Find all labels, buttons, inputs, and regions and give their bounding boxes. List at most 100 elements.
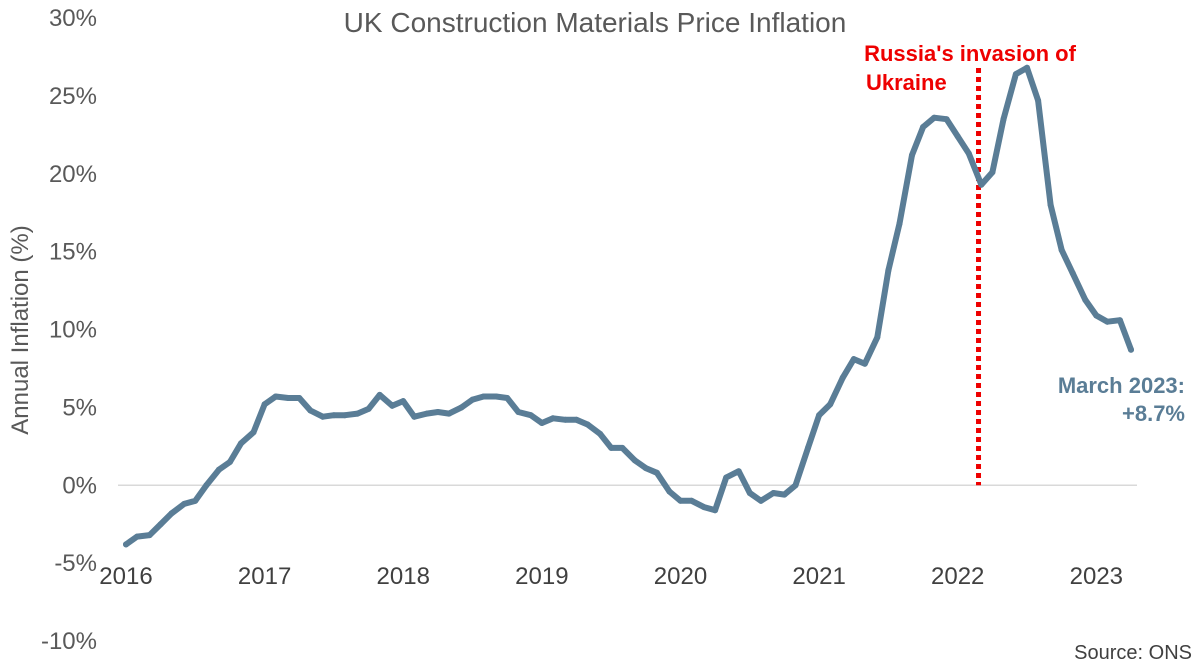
data-point — [631, 457, 638, 464]
data-point — [330, 412, 337, 419]
data-point — [376, 391, 383, 398]
data-point — [874, 334, 881, 341]
data-point — [123, 541, 129, 548]
data-point — [168, 510, 175, 517]
data-point — [480, 393, 487, 400]
y-tick-label: 25% — [49, 83, 97, 110]
data-point — [757, 497, 764, 504]
data-point — [1058, 247, 1065, 254]
data-point — [827, 401, 834, 408]
x-tick-label: 2020 — [654, 563, 707, 590]
data-point — [1082, 296, 1089, 303]
data-point — [423, 410, 430, 417]
source-note: Source: ONS — [1074, 642, 1192, 664]
data-point — [238, 440, 245, 447]
y-tick-label: 15% — [49, 239, 97, 266]
x-tick-label: 2019 — [515, 563, 568, 590]
data-point — [1128, 346, 1134, 353]
data-point — [723, 474, 730, 481]
data-point — [1012, 71, 1019, 78]
data-point — [701, 504, 707, 511]
data-point — [354, 410, 361, 417]
data-point — [1000, 116, 1007, 123]
y-tick-label: 10% — [49, 317, 97, 344]
data-point — [389, 402, 396, 409]
data-point — [885, 267, 892, 274]
data-point — [550, 415, 556, 422]
data-point — [931, 114, 938, 121]
y-tick-label: 0% — [62, 472, 97, 499]
data-point — [319, 413, 326, 420]
data-point — [203, 482, 210, 489]
y-axis: 30% 25% 20% 15% 10% 5% 0% -5% -10% — [41, 5, 97, 655]
data-point — [538, 420, 545, 426]
data-point — [839, 374, 846, 381]
data-point — [584, 421, 591, 428]
data-point — [215, 466, 222, 473]
data-point — [909, 152, 915, 159]
data-point — [1069, 270, 1076, 277]
chart-title: UK Construction Materials Price Inflatio… — [344, 7, 847, 38]
data-point — [527, 412, 534, 419]
y-tick-label: -5% — [54, 550, 97, 577]
data-point — [712, 507, 719, 514]
data-point — [608, 444, 615, 451]
data-point — [250, 429, 257, 436]
data-point — [411, 413, 418, 420]
x-tick-label: 2023 — [1070, 563, 1123, 590]
data-point — [365, 405, 372, 412]
data-point — [296, 395, 303, 401]
data-point — [192, 497, 199, 504]
y-tick-label: 5% — [62, 394, 97, 421]
data-point — [666, 488, 673, 495]
data-point — [597, 430, 604, 437]
data-point — [965, 150, 972, 157]
data-point — [792, 482, 799, 489]
y-tick-label: 30% — [49, 5, 97, 32]
data-point — [954, 133, 961, 140]
end-annotation-line1: March 2023: — [1058, 373, 1185, 398]
data-point — [805, 444, 811, 451]
data-point — [1116, 317, 1123, 324]
data-point — [978, 181, 985, 188]
invasion-label-line1: Russia's invasion of — [864, 41, 1077, 66]
data-point — [1035, 97, 1042, 104]
data-point — [920, 124, 927, 130]
data-point — [504, 395, 511, 401]
data-point — [272, 393, 279, 400]
data-point — [735, 468, 742, 475]
data-point — [861, 360, 868, 367]
data-point — [134, 533, 141, 540]
x-tick-label: 2017 — [238, 563, 291, 590]
x-tick-label: 2018 — [377, 563, 430, 590]
data-point — [261, 401, 268, 408]
data-point — [816, 412, 823, 419]
data-point — [434, 409, 441, 415]
data-point — [307, 407, 314, 414]
data-point — [1104, 318, 1111, 325]
data-point — [619, 444, 626, 451]
data-point — [850, 356, 857, 363]
x-tick-label: 2016 — [99, 563, 152, 590]
data-point — [1024, 64, 1030, 71]
y-tick-label: 20% — [49, 161, 97, 188]
data-point — [157, 521, 164, 528]
data-point — [653, 469, 660, 476]
series-points — [123, 64, 1134, 548]
data-point — [746, 490, 753, 496]
data-point — [770, 490, 777, 496]
data-point — [181, 500, 188, 507]
data-point — [688, 497, 695, 504]
data-point — [146, 532, 153, 539]
data-point — [515, 409, 522, 415]
data-point — [677, 497, 684, 504]
end-annotation-line2: +8.7% — [1122, 401, 1185, 426]
x-tick-label: 2021 — [792, 563, 845, 590]
data-point — [943, 116, 950, 123]
data-point — [458, 404, 465, 411]
data-point — [469, 396, 476, 403]
data-point — [573, 416, 580, 423]
data-point — [227, 458, 233, 465]
data-point — [1093, 312, 1100, 319]
